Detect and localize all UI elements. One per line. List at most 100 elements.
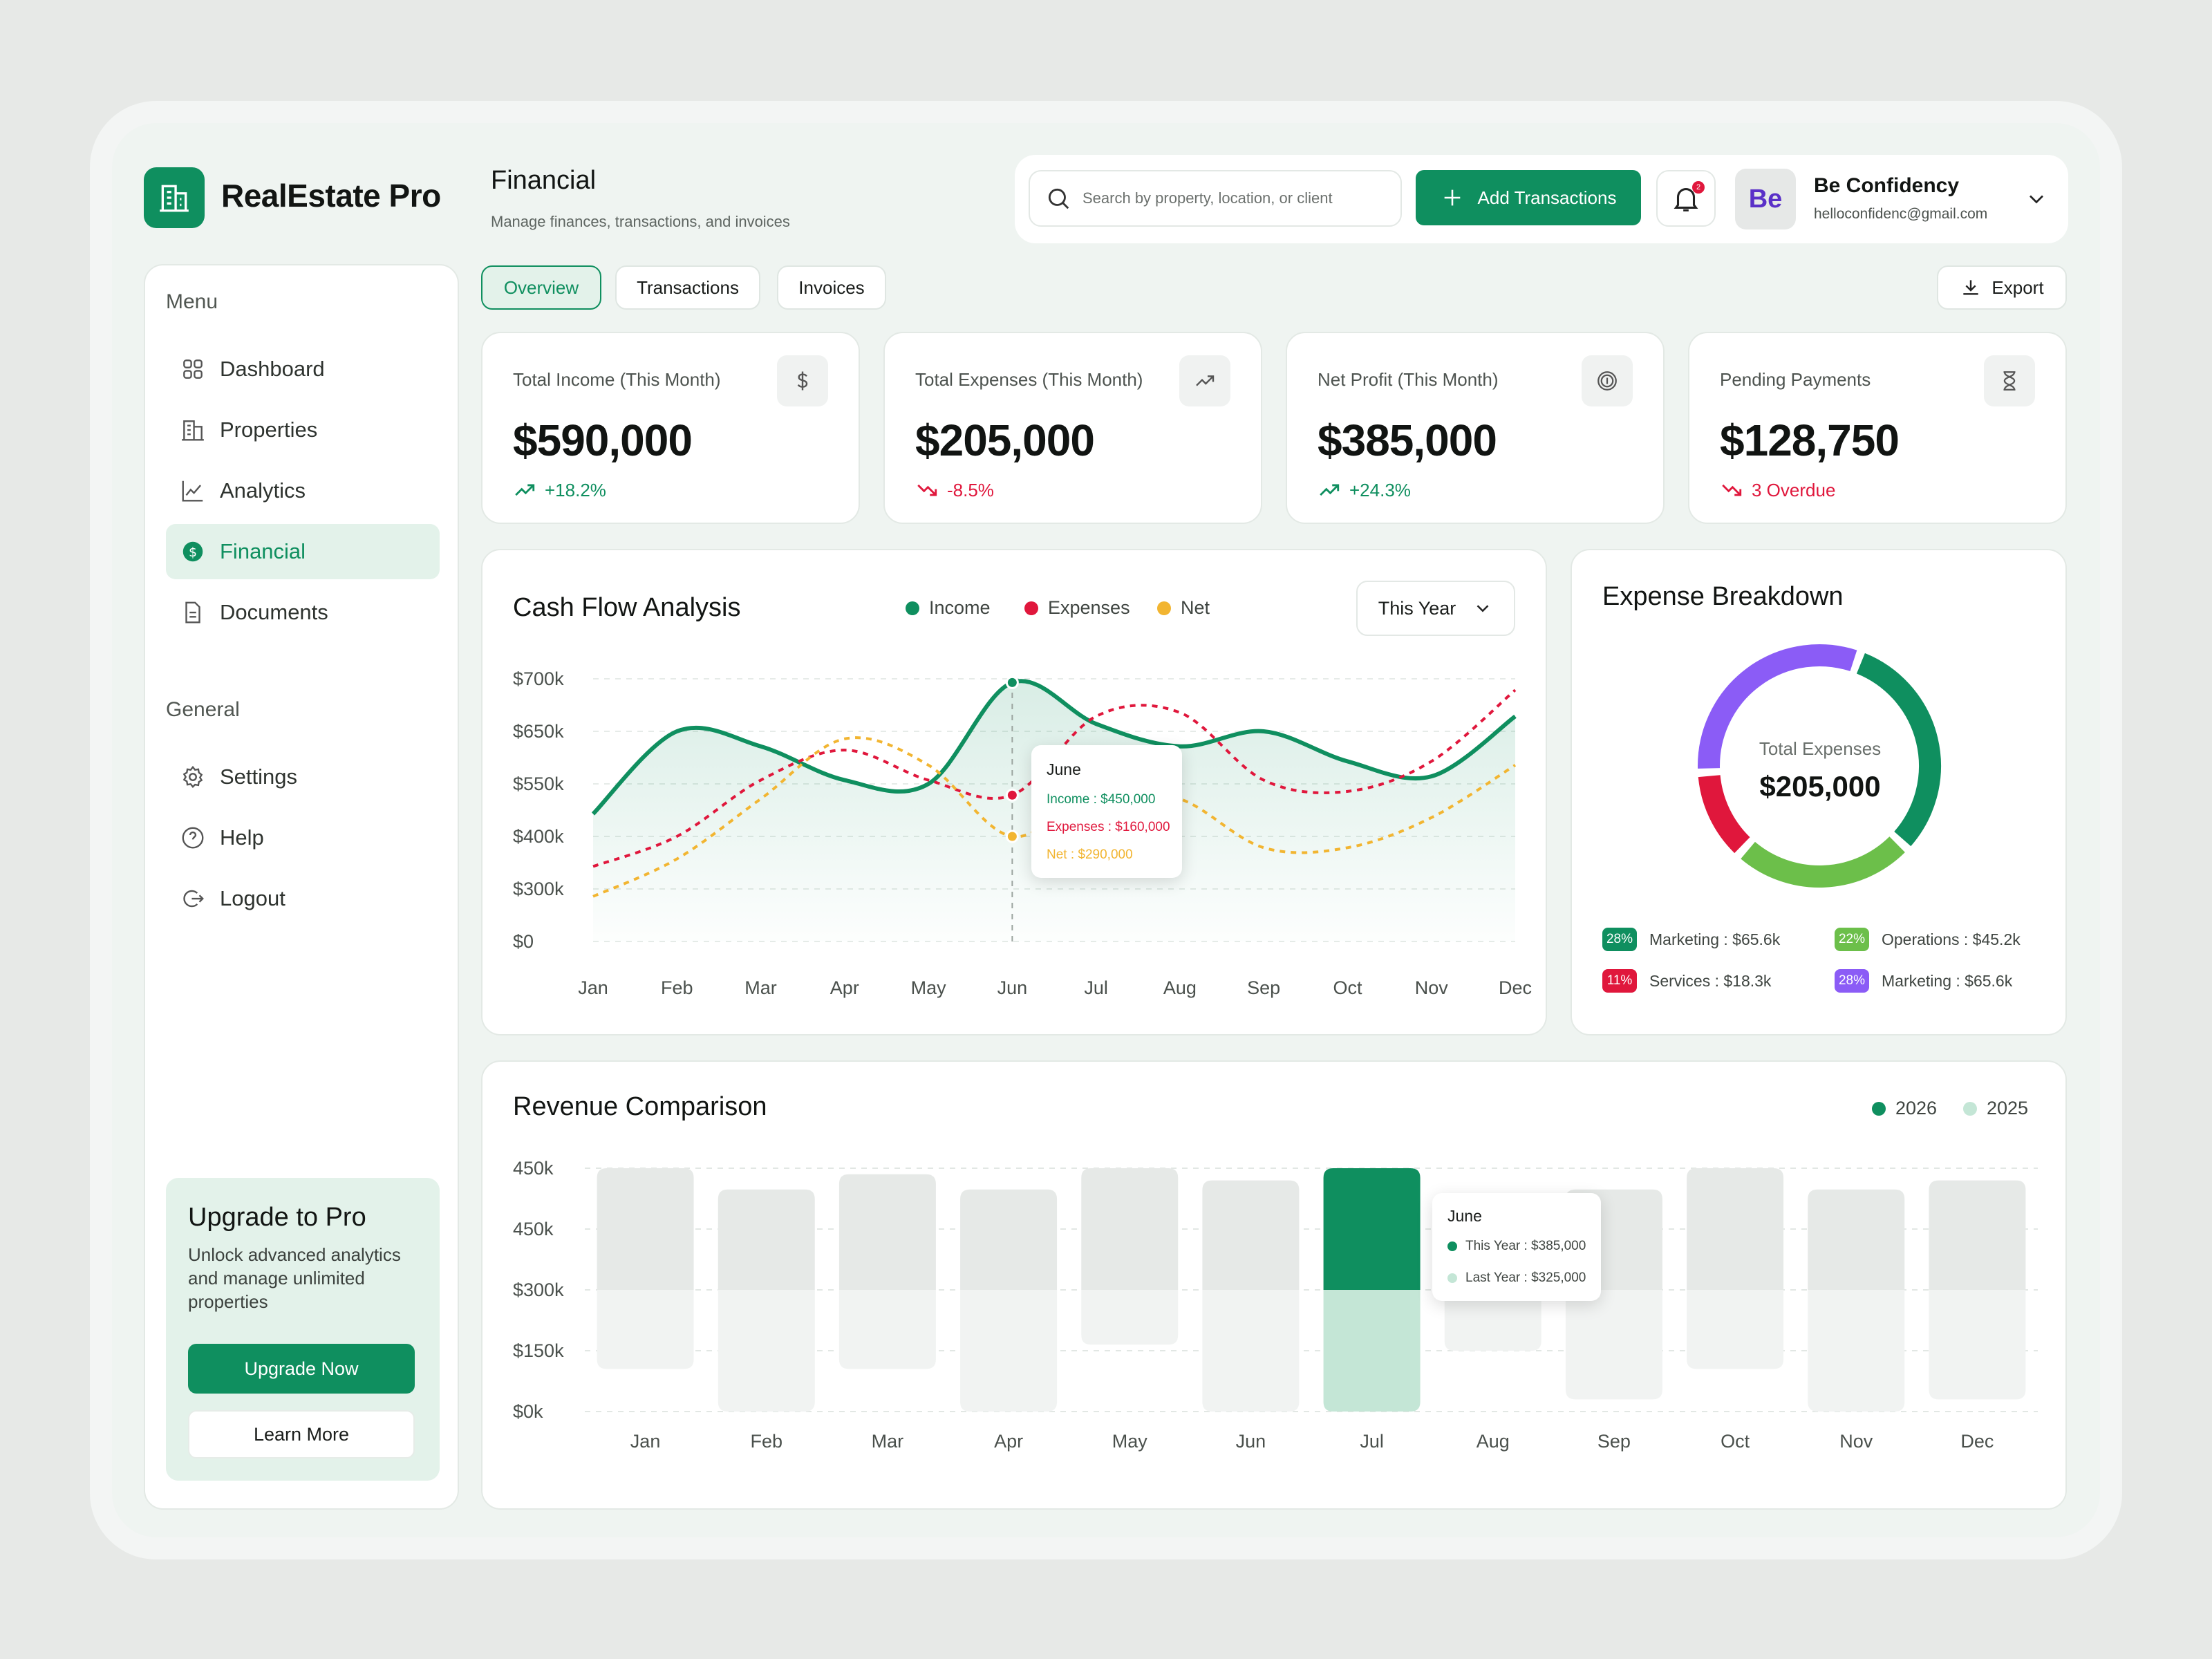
stat-value: $128,750 xyxy=(1720,415,1900,465)
legend-label: Expenses xyxy=(1048,597,1130,618)
bar-2025-oct xyxy=(1687,1290,1784,1369)
notification-badge: 2 xyxy=(1692,181,1705,194)
upgrade-now-button[interactable]: Upgrade Now xyxy=(188,1344,415,1394)
expense-label: Marketing : $65.6k xyxy=(1882,971,2013,990)
expense-item-marketing-2: 28% Marketing : $65.6k xyxy=(1835,969,2012,993)
learn-more-button[interactable]: Learn More xyxy=(188,1410,415,1459)
tooltip-month: June xyxy=(1047,760,1081,778)
bar-2025-jan xyxy=(597,1290,694,1369)
tab-overview[interactable]: Overview xyxy=(481,265,601,310)
donut-center-label: Total Expenses xyxy=(1759,738,1882,759)
tooltip-month: June xyxy=(1447,1207,1482,1225)
revenue-title: Revenue Comparison xyxy=(513,1092,767,1121)
bar-2025-apr xyxy=(960,1290,1058,1412)
x-tick-label: Apr xyxy=(994,1431,1023,1452)
tab-transactions[interactable]: Transactions xyxy=(615,265,760,310)
header-toolbar: Add Transactions 2 Be Be Confidency hell… xyxy=(1015,155,2068,243)
bar-2025-aug xyxy=(1444,1290,1541,1351)
download-icon xyxy=(1963,280,1979,295)
tab-invoices[interactable]: Invoices xyxy=(777,265,886,310)
building-logo-icon xyxy=(160,185,189,212)
expense-item-marketing: 28% Marketing : $65.6k xyxy=(1602,928,1780,951)
add-transactions-button[interactable]: Add Transactions xyxy=(1416,170,1641,225)
upgrade-text: Unlock advanced analytics and manage unl… xyxy=(188,1244,401,1312)
add-transactions-label: Add Transactions xyxy=(1477,187,1617,208)
notification-button[interactable]: 2 xyxy=(1656,170,1716,227)
stat-card-expenses: Total Expenses (This Month) $205,000 -8.… xyxy=(883,332,1262,524)
sidebar-item-settings[interactable]: Settings xyxy=(166,749,440,805)
sidebar-item-logout[interactable]: Logout xyxy=(166,871,440,926)
page-title: Financial xyxy=(491,166,597,195)
cash-flow-chart: $700k $650k $550k $400k $300k $0 Jan Feb Mar Apr M… xyxy=(513,668,1532,998)
x-tick-label: Sep xyxy=(1247,977,1280,998)
expense-label: Marketing : $65.6k xyxy=(1649,930,1781,948)
stat-change-text: 3 Overdue xyxy=(1752,479,1836,500)
legend-label: 2026 xyxy=(1895,1098,1938,1118)
menu-heading: Menu xyxy=(166,290,218,313)
sidebar-item-label: Properties xyxy=(220,418,318,442)
stat-change: +24.3% xyxy=(1318,478,1411,502)
app-window: RealEstate Pro Financial Manage finances… xyxy=(112,123,2100,1537)
legend-label: Income xyxy=(929,597,991,618)
x-tick-label: Sep xyxy=(1597,1431,1631,1452)
bar-2025-nov xyxy=(1808,1290,1905,1412)
expense-label: Services : $18.3k xyxy=(1649,971,1772,990)
general-heading: General xyxy=(166,698,240,721)
x-tick-label: Aug xyxy=(1163,977,1197,998)
bar-2026-nov xyxy=(1808,1189,1905,1290)
legend-dot xyxy=(1024,601,1038,615)
avatar[interactable]: Be xyxy=(1735,169,1796,229)
stat-change: -8.5% xyxy=(915,478,994,502)
sidebar-item-financial[interactable]: $ Financial xyxy=(166,524,440,579)
sidebar-item-documents[interactable]: Documents xyxy=(166,585,440,640)
logout-icon xyxy=(183,890,204,908)
x-tick-label: Nov xyxy=(1839,1431,1873,1452)
x-tick-label: Apr xyxy=(830,977,859,998)
y-tick-label: $0 xyxy=(513,931,534,952)
x-tick-label: Jun xyxy=(997,977,1028,998)
dollar-icon xyxy=(777,355,828,406)
expense-item-services: 11% Services : $18.3k xyxy=(1602,969,1771,993)
y-tick-label: $700k xyxy=(513,668,564,689)
sidebar-item-analytics[interactable]: Analytics xyxy=(166,463,440,518)
y-tick-label: $550k xyxy=(513,774,564,794)
search-input[interactable] xyxy=(1082,189,1387,207)
logo[interactable] xyxy=(144,167,205,228)
bar-2026-may xyxy=(1081,1168,1179,1290)
tooltip-dot xyxy=(1447,1273,1457,1283)
sidebar-item-dashboard[interactable]: Dashboard xyxy=(166,341,440,397)
bar-2025-sep xyxy=(1565,1290,1662,1400)
svg-text:$: $ xyxy=(189,545,197,560)
search-box[interactable] xyxy=(1029,170,1402,227)
sidebar-item-properties[interactable]: Properties xyxy=(166,402,440,458)
stat-label: Pending Payments xyxy=(1720,369,1871,390)
bar-2026-dec xyxy=(1929,1180,2026,1290)
donut-slice-3 xyxy=(1698,644,1857,769)
legend-net: Net xyxy=(1157,597,1210,619)
gear-icon xyxy=(182,765,203,789)
legend-label: Net xyxy=(1181,597,1210,618)
stat-label: Total Expenses (This Month) xyxy=(915,369,1143,390)
revenue-bar-chart: 450k 450k $300k $150k $0k Jan Feb Mar Apr May Jun J… xyxy=(513,1158,2038,1452)
sidebar-item-help[interactable]: Help xyxy=(166,810,440,865)
legend-expenses: Expenses xyxy=(1024,597,1130,619)
chevron-down-icon xyxy=(1477,605,1489,612)
export-button[interactable]: Export xyxy=(1937,265,2067,310)
donut-slice-1 xyxy=(1741,836,1905,888)
y-tick-label: $300k xyxy=(513,879,564,899)
series-line-income xyxy=(591,679,1517,816)
expense-pct: 22% xyxy=(1835,928,1869,951)
x-tick-label: Aug xyxy=(1477,1431,1510,1452)
page-subtitle: Manage finances, transactions, and invoi… xyxy=(491,213,790,230)
chevron-down-icon[interactable] xyxy=(2024,187,2049,212)
stat-change-text: +24.3% xyxy=(1349,479,1411,500)
legend-income: Income xyxy=(906,597,991,619)
legend-2026: 2026 xyxy=(1872,1098,1937,1119)
period-dropdown[interactable]: This Year xyxy=(1356,581,1515,636)
trend-up-icon xyxy=(515,484,535,496)
cash-flow-title: Cash Flow Analysis xyxy=(513,593,741,622)
stat-change-text: +18.2% xyxy=(545,479,606,500)
bar-2026-apr xyxy=(960,1189,1058,1290)
x-tick-label: Feb xyxy=(750,1431,782,1452)
bar-2025-jul xyxy=(1323,1290,1421,1412)
